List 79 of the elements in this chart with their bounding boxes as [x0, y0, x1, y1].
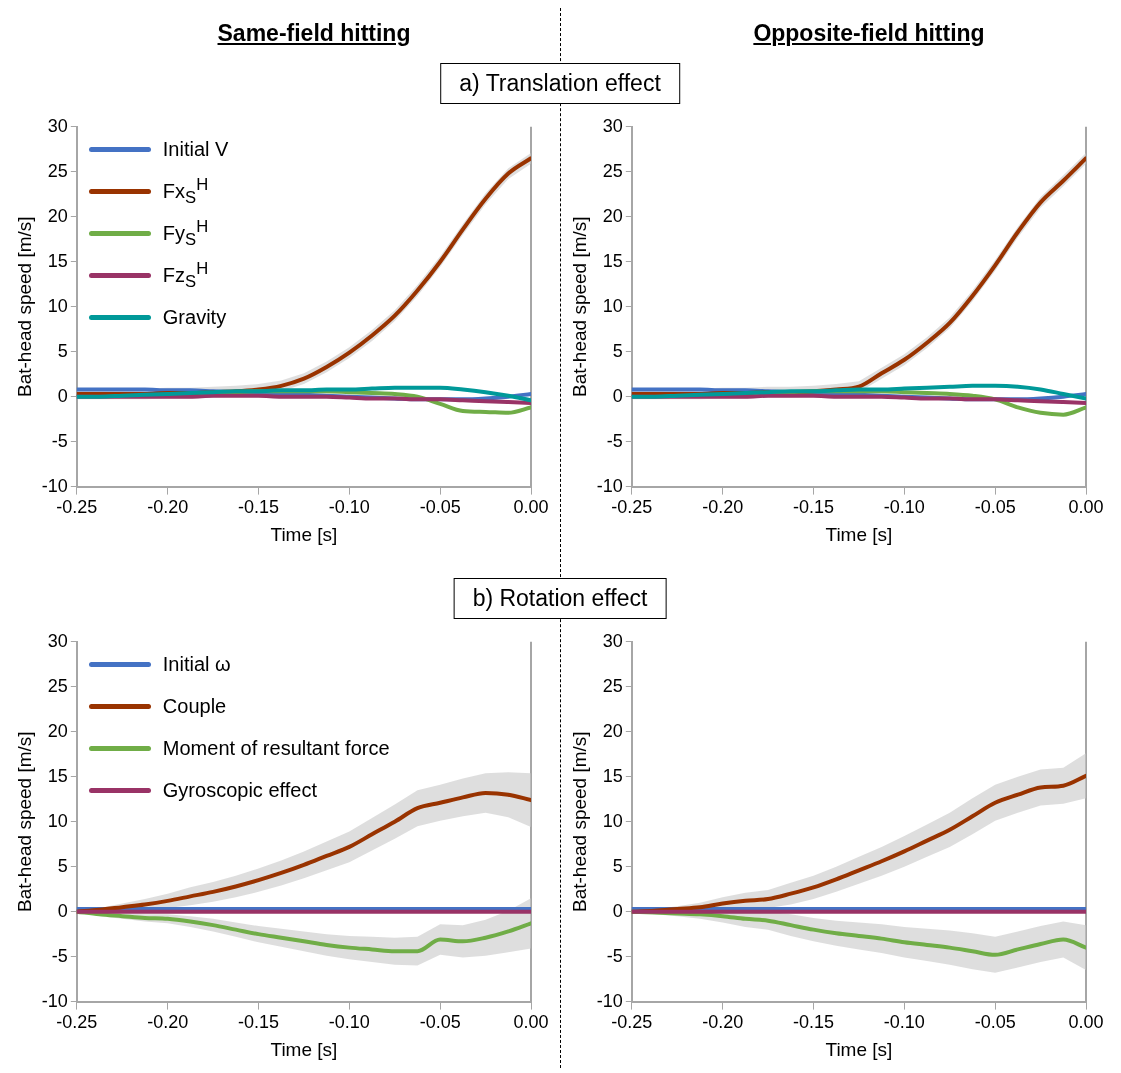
y-tick-label: -10	[41, 990, 68, 1011]
x-tick-label: -0.20	[147, 497, 189, 518]
x-tick-label: -0.25	[56, 497, 98, 518]
x-tick-label: -0.10	[328, 497, 370, 518]
x-axis-title: Time [s]	[825, 523, 893, 545]
chart-subtitle: a) Translation effect	[440, 63, 680, 104]
y-tick-label: 20	[47, 205, 68, 226]
chart-subtitle: b) Rotation effect	[453, 578, 667, 619]
y-tick-label: -5	[606, 945, 623, 966]
x-tick-label: -0.20	[147, 1012, 189, 1033]
x-tick-label: -0.20	[702, 1012, 744, 1033]
y-tick-label: 5	[612, 855, 623, 876]
x-tick-label: 0.00	[1068, 497, 1104, 518]
x-tick-label: -0.10	[883, 497, 925, 518]
x-axis-title: Time [s]	[270, 523, 338, 545]
y-tick-label: 15	[602, 765, 623, 786]
y-tick-label: 5	[57, 340, 68, 361]
y-tick-label: 15	[47, 765, 68, 786]
x-tick-label: -0.05	[419, 497, 461, 518]
y-tick-label: 15	[602, 250, 623, 271]
y-tick-label: 0	[612, 900, 623, 921]
legend-label: Couple	[162, 695, 227, 719]
x-tick-label: 0.00	[513, 1012, 549, 1033]
y-axis-title: Bat-head speed [m/s]	[568, 216, 590, 397]
y-tick-label: 10	[47, 810, 68, 831]
y-tick-label: -5	[606, 430, 623, 451]
y-tick-label: 0	[57, 900, 68, 921]
y-tick-label: 30	[47, 115, 68, 136]
y-tick-label: -5	[51, 430, 68, 451]
y-tick-label: -10	[596, 990, 623, 1011]
y-tick-label: 0	[612, 385, 623, 406]
x-tick-label: -0.25	[611, 497, 653, 518]
x-tick-label: -0.05	[419, 1012, 461, 1033]
x-tick-label: -0.10	[328, 1012, 370, 1033]
x-tick-label: -0.05	[974, 1012, 1016, 1033]
x-tick-label: 0.00	[1068, 1012, 1104, 1033]
x-tick-label: -0.15	[237, 497, 280, 518]
y-tick-label: 10	[47, 295, 68, 316]
y-tick-label: 30	[47, 630, 68, 651]
y-tick-label: -5	[51, 945, 68, 966]
y-tick-label: 25	[47, 160, 68, 181]
y-tick-label: 30	[602, 630, 623, 651]
y-tick-label: 25	[602, 160, 623, 181]
y-tick-label: 30	[602, 115, 623, 136]
x-axis-title: Time [s]	[825, 1038, 893, 1060]
y-tick-label: 25	[47, 675, 68, 696]
y-tick-label: -10	[41, 475, 68, 496]
y-tick-label: 0	[57, 385, 68, 406]
y-tick-label: 25	[602, 675, 623, 696]
line-series	[631, 383, 1086, 401]
y-tick-label: -10	[596, 475, 623, 496]
y-tick-label: 15	[47, 250, 68, 271]
x-tick-label: -0.25	[56, 1012, 98, 1033]
chart-title: Same-field hitting	[216, 20, 412, 47]
x-tick-label: -0.15	[237, 1012, 280, 1033]
y-axis-title: Bat-head speed [m/s]	[13, 731, 35, 912]
y-tick-label: 5	[612, 340, 623, 361]
y-tick-label: 5	[57, 855, 68, 876]
y-tick-label: 10	[602, 810, 623, 831]
x-tick-label: -0.05	[974, 497, 1016, 518]
y-tick-label: 10	[602, 295, 623, 316]
y-tick-label: 20	[602, 720, 623, 741]
x-tick-label: -0.10	[883, 1012, 925, 1033]
x-tick-label: -0.15	[792, 497, 835, 518]
y-tick-label: 20	[47, 720, 68, 741]
legend-label: Moment of resultant force	[162, 737, 390, 761]
legend-label: Initial V	[162, 138, 229, 162]
legend-label: Gyroscopic effect	[162, 779, 317, 803]
x-tick-label: -0.15	[792, 1012, 835, 1033]
y-axis-title: Bat-head speed [m/s]	[568, 731, 590, 912]
legend-label: Initial ω	[162, 653, 231, 677]
x-tick-label: -0.25	[611, 1012, 653, 1033]
y-axis-title: Bat-head speed [m/s]	[13, 216, 35, 397]
y-tick-label: 20	[602, 205, 623, 226]
legend-label: Gravity	[162, 306, 227, 330]
x-axis-title: Time [s]	[270, 1038, 338, 1060]
x-tick-label: 0.00	[513, 497, 549, 518]
x-tick-label: -0.20	[702, 497, 744, 518]
chart-title: Opposite-field hitting	[752, 20, 986, 47]
